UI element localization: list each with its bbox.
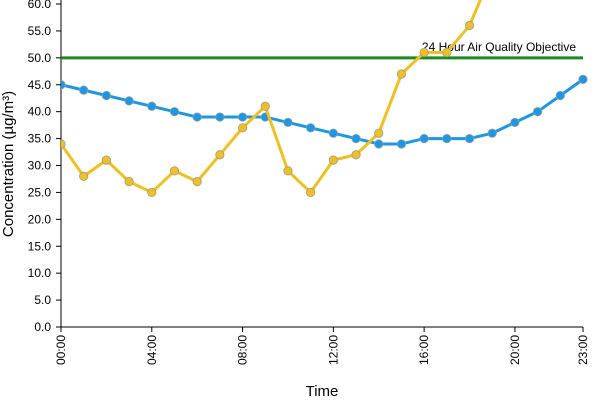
series-line: [61, 0, 482, 194]
x-tick-label: 00:00: [54, 335, 68, 365]
data-point: [101, 90, 111, 101]
x-tick-label: 04:00: [145, 335, 159, 365]
data-point: [283, 166, 293, 176]
data-point: [464, 20, 475, 31]
data-point: [192, 177, 202, 187]
series-2: [61, 0, 482, 198]
y-axis-title: Concentration (µg/m³): [0, 91, 17, 237]
y-tick-label: 0.0: [34, 320, 51, 334]
data-point: [510, 117, 520, 128]
data-point: [306, 187, 316, 198]
y-tick-label: 55.0: [28, 24, 52, 38]
y-tick-label: 60.0: [28, 0, 52, 11]
y-tick-label: 40.0: [28, 105, 52, 119]
data-point: [101, 155, 111, 165]
y-tick-label: 30.0: [28, 159, 52, 173]
data-point: [192, 112, 202, 122]
data-point: [61, 80, 66, 90]
y-tick-label: 5.0: [34, 293, 51, 307]
x-tick-label: 12:00: [326, 335, 340, 365]
data-point: [215, 112, 225, 122]
data-point: [306, 123, 316, 133]
data-point: [61, 139, 66, 149]
data-point: [419, 47, 429, 58]
data-point: [442, 133, 452, 144]
air-quality-objective: 24 Hour Air Quality Objective: [61, 40, 583, 60]
data-point: [533, 107, 543, 117]
objective-label: 24 Hour Air Quality Objective: [422, 40, 576, 54]
data-point: [328, 128, 338, 138]
data-point: [124, 96, 134, 106]
data-point: [124, 177, 134, 187]
data-point: [578, 74, 588, 84]
data-point: [79, 171, 89, 181]
y-tick-label: 35.0: [28, 132, 52, 146]
data-point: [396, 139, 407, 149]
data-point: [147, 187, 157, 198]
data-point: [374, 139, 384, 149]
data-point: [260, 101, 270, 111]
x-tick-label: 20:00: [508, 335, 522, 365]
data-point: [351, 133, 361, 144]
data-point: [487, 128, 497, 138]
y-tick-label: 45.0: [28, 78, 52, 92]
x-tick-label: 23:00: [576, 335, 590, 365]
y-tick-label: 20.0: [28, 212, 52, 226]
x-axis-title: Time: [306, 383, 339, 400]
data-point: [442, 47, 452, 58]
series-layer: [61, 0, 588, 198]
y-axis-ticks: 0.0 5.0 10.0 15.0 20.0 25.0 30.0 35.0 40.0 45.0 50…: [28, 0, 61, 334]
data-point: [555, 90, 565, 101]
data-point: [79, 85, 89, 95]
data-point: [464, 133, 475, 144]
y-tick-label: 25.0: [28, 185, 52, 199]
data-point: [374, 128, 384, 138]
data-point: [237, 123, 248, 133]
x-tick-label: 08:00: [236, 335, 250, 365]
y-tick-label: 15.0: [28, 239, 52, 253]
data-point: [419, 133, 429, 144]
x-tick-label: 16:00: [417, 335, 431, 365]
data-point: [169, 107, 180, 117]
data-point: [396, 69, 407, 79]
data-point: [237, 112, 248, 122]
data-point: [169, 166, 180, 176]
data-point: [215, 150, 225, 160]
data-point: [351, 150, 361, 160]
x-axis-ticks: 00:00 04:00 08:00 12:00 16:00 20:00 23:00: [54, 327, 590, 365]
data-point: [283, 117, 293, 128]
y-tick-label: 10.0: [28, 266, 52, 280]
series-line: [61, 78, 584, 146]
data-point: [328, 155, 338, 165]
series-1: [61, 74, 588, 149]
data-point: [147, 101, 157, 111]
y-tick-label: 50.0: [28, 51, 52, 65]
